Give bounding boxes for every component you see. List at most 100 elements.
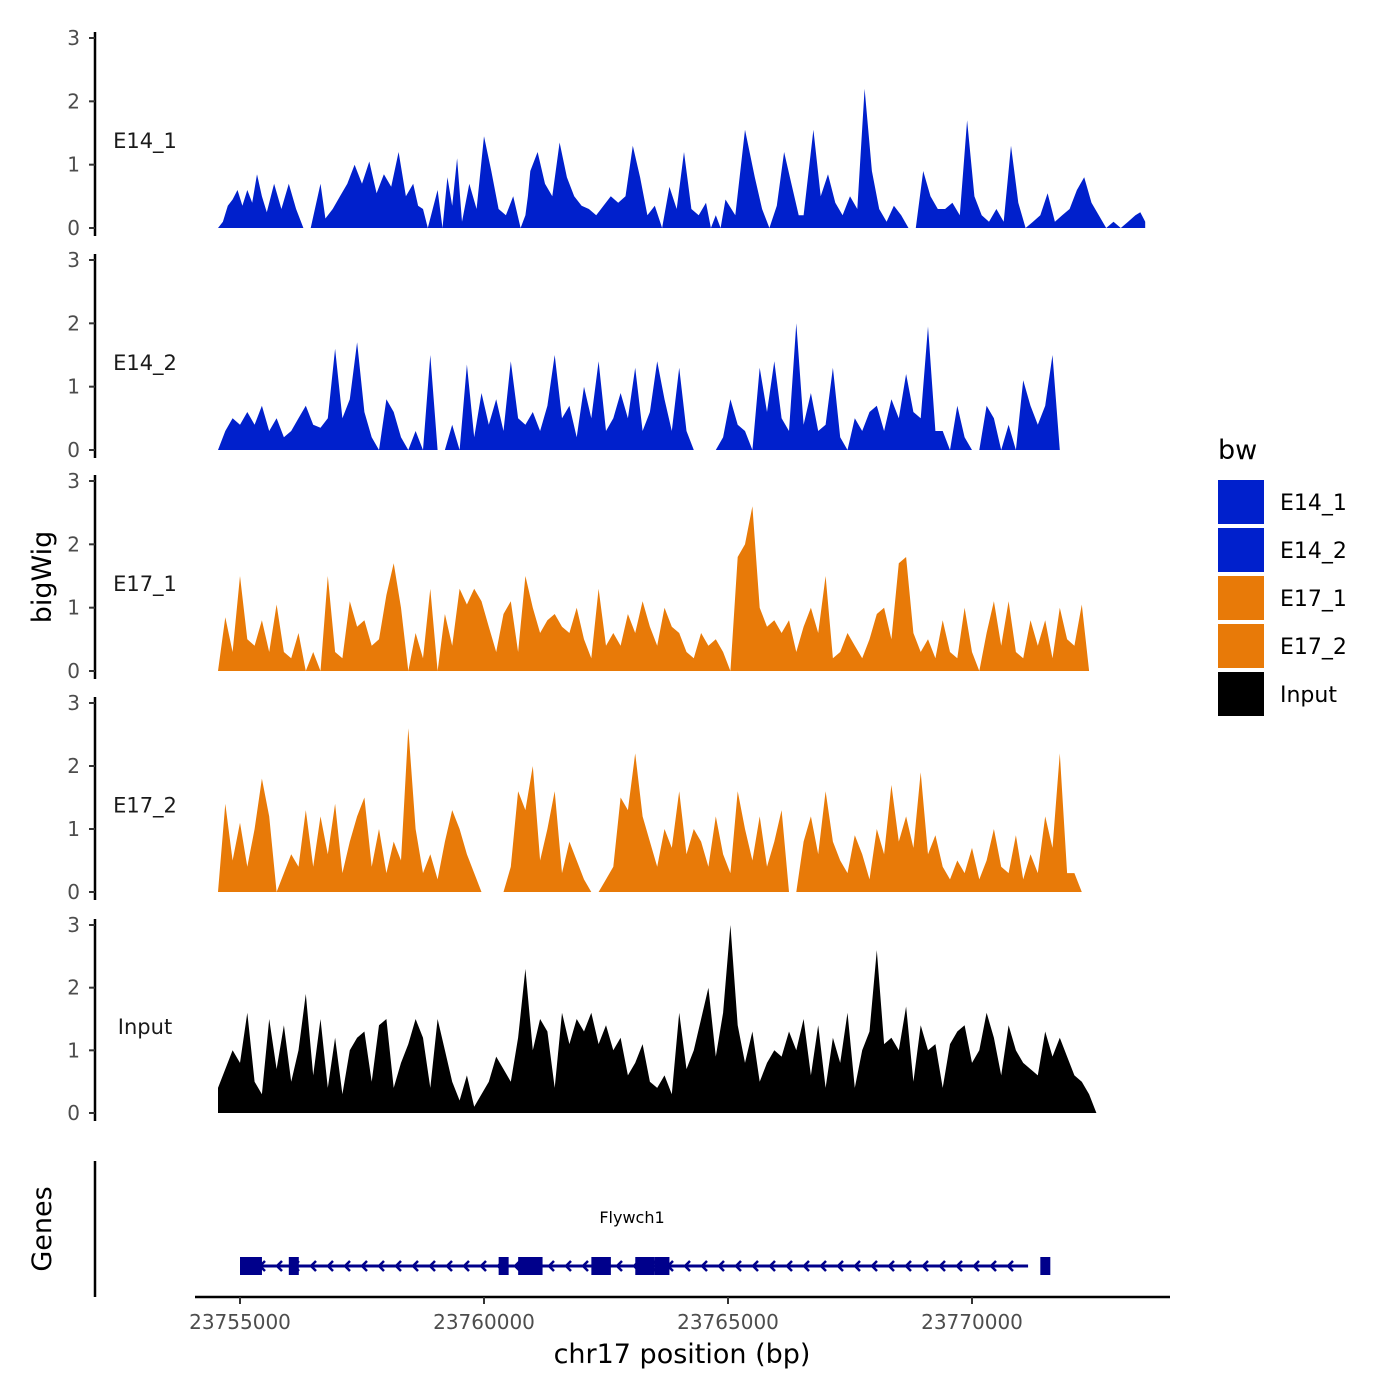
strand-arrow [989,1260,997,1272]
x-tick-label: 23760000 [433,1310,535,1334]
y-tick-label: 3 [67,248,80,272]
y-tick-label: 0 [67,438,80,462]
legend-swatch [1218,480,1264,524]
track-label: E17_1 [113,572,177,597]
gene-exon [498,1257,509,1275]
y-tick-label: 0 [67,216,80,240]
y-tick-label: 0 [67,1101,80,1125]
legend-swatch [1218,672,1264,716]
strand-arrow [768,1260,776,1272]
y-tick-label: 1 [67,596,80,620]
strand-arrow [700,1260,708,1272]
gene-exon [635,1257,655,1275]
y-tick-label: 2 [67,311,80,335]
gene-exon [591,1257,611,1275]
strand-arrow [921,1260,929,1272]
strand-arrow [836,1260,844,1272]
strand-arrow [394,1260,402,1272]
strand-arrow [360,1260,368,1272]
strand-arrow [938,1260,946,1272]
strand-arrow [972,1260,980,1272]
y-tick-label: 1 [67,375,80,399]
y-tick-label: 0 [67,659,80,683]
y-tick-label: 1 [67,153,80,177]
legend-label: E14_1 [1280,491,1347,516]
signal-area [218,88,1146,228]
strand-arrow [751,1260,759,1272]
strand-arrow [411,1260,419,1272]
legend-item-e17_1: E17_1 [1218,576,1347,620]
legend-swatch [1218,576,1264,620]
strand-arrow [479,1260,487,1272]
strand-arrow [802,1260,810,1272]
legend-swatch [1218,528,1264,572]
signal-area [218,728,1146,892]
gene-exon [240,1257,262,1275]
legend-item-e14_2: E14_2 [1218,528,1347,572]
gene-track: Flywch1 [93,1161,1051,1297]
track-e17_2: 0 1 2 3 E17_2 [67,691,1146,904]
track-label: E14_1 [113,129,177,154]
legend-item-e17_2: E17_2 [1218,624,1347,668]
y-tick-label: 3 [67,469,80,493]
track-e17_1: 0 1 2 3 E17_1 [67,469,1141,683]
y-tick-label: 3 [67,26,80,50]
track-e14_2: 0 1 2 3 E14_2 [67,248,1133,462]
y-tick-label: 0 [67,880,80,904]
x-axis-title: chr17 position (bp) [554,1339,811,1370]
track-label: Input [118,1015,172,1039]
y-tick-label: 3 [67,913,80,937]
signal-tracks: 0 1 2 3 E14_1 0 1 2 3 E14_2 0 1 2 3 E17_1 0 1 2 3 E17_2 0 1 2 3… [67,26,1146,1125]
strand-arrow [428,1260,436,1272]
y-axis-title: bigWig [27,531,58,624]
strand-arrow [853,1260,861,1272]
track-label: E14_2 [113,351,177,376]
legend-swatch [1218,624,1264,668]
gene-exon [1040,1257,1051,1275]
strand-arrow [785,1260,793,1272]
track-input: 0 1 2 3 Input [67,913,1146,1125]
strand-arrow [564,1260,572,1272]
strand-arrow [955,1260,963,1272]
track-e14_1: 0 1 2 3 E14_1 [67,26,1146,240]
strand-arrow [326,1260,334,1272]
x-tick-label: 23755000 [189,1310,291,1334]
strand-arrow [547,1260,555,1272]
gene-exon [654,1257,670,1275]
legend-label: E17_1 [1280,587,1347,612]
strand-arrow [343,1260,351,1272]
track-label: E17_2 [113,794,177,819]
signal-area [218,925,1146,1113]
legend-label: Input [1280,683,1337,708]
strand-arrow [819,1260,827,1272]
gene-label: Flywch1 [599,1208,664,1227]
strand-arrow [377,1260,385,1272]
strand-arrow [904,1260,912,1272]
y-tick-label: 2 [67,89,80,113]
strand-arrow [615,1260,623,1272]
y-tick-label: 2 [67,532,80,556]
x-tick-label: 23770000 [921,1310,1023,1334]
genes-axis-title: Genes [27,1186,58,1271]
legend-item-input: Input [1218,672,1337,716]
y-tick-label: 3 [67,691,80,715]
strand-arrow [581,1260,589,1272]
legend-label: E14_2 [1280,539,1347,564]
strand-arrow [887,1260,895,1272]
y-tick-label: 2 [67,976,80,1000]
x-axis: 23755000 23760000 23765000 23770000 [189,1295,1170,1334]
gene-exon [288,1257,299,1275]
signal-area [218,506,1141,671]
strand-arrow [462,1260,470,1272]
legend-title: bw [1218,435,1257,466]
y-tick-label: 1 [67,1038,80,1062]
strand-arrow [717,1260,725,1272]
legend-label: E17_2 [1280,635,1347,660]
strand-arrow [1006,1260,1014,1272]
legend-item-e14_1: E14_1 [1218,480,1347,524]
signal-area [218,323,1133,450]
strand-arrow [870,1260,878,1272]
strand-arrow [275,1260,283,1272]
gene-exon [518,1257,543,1275]
